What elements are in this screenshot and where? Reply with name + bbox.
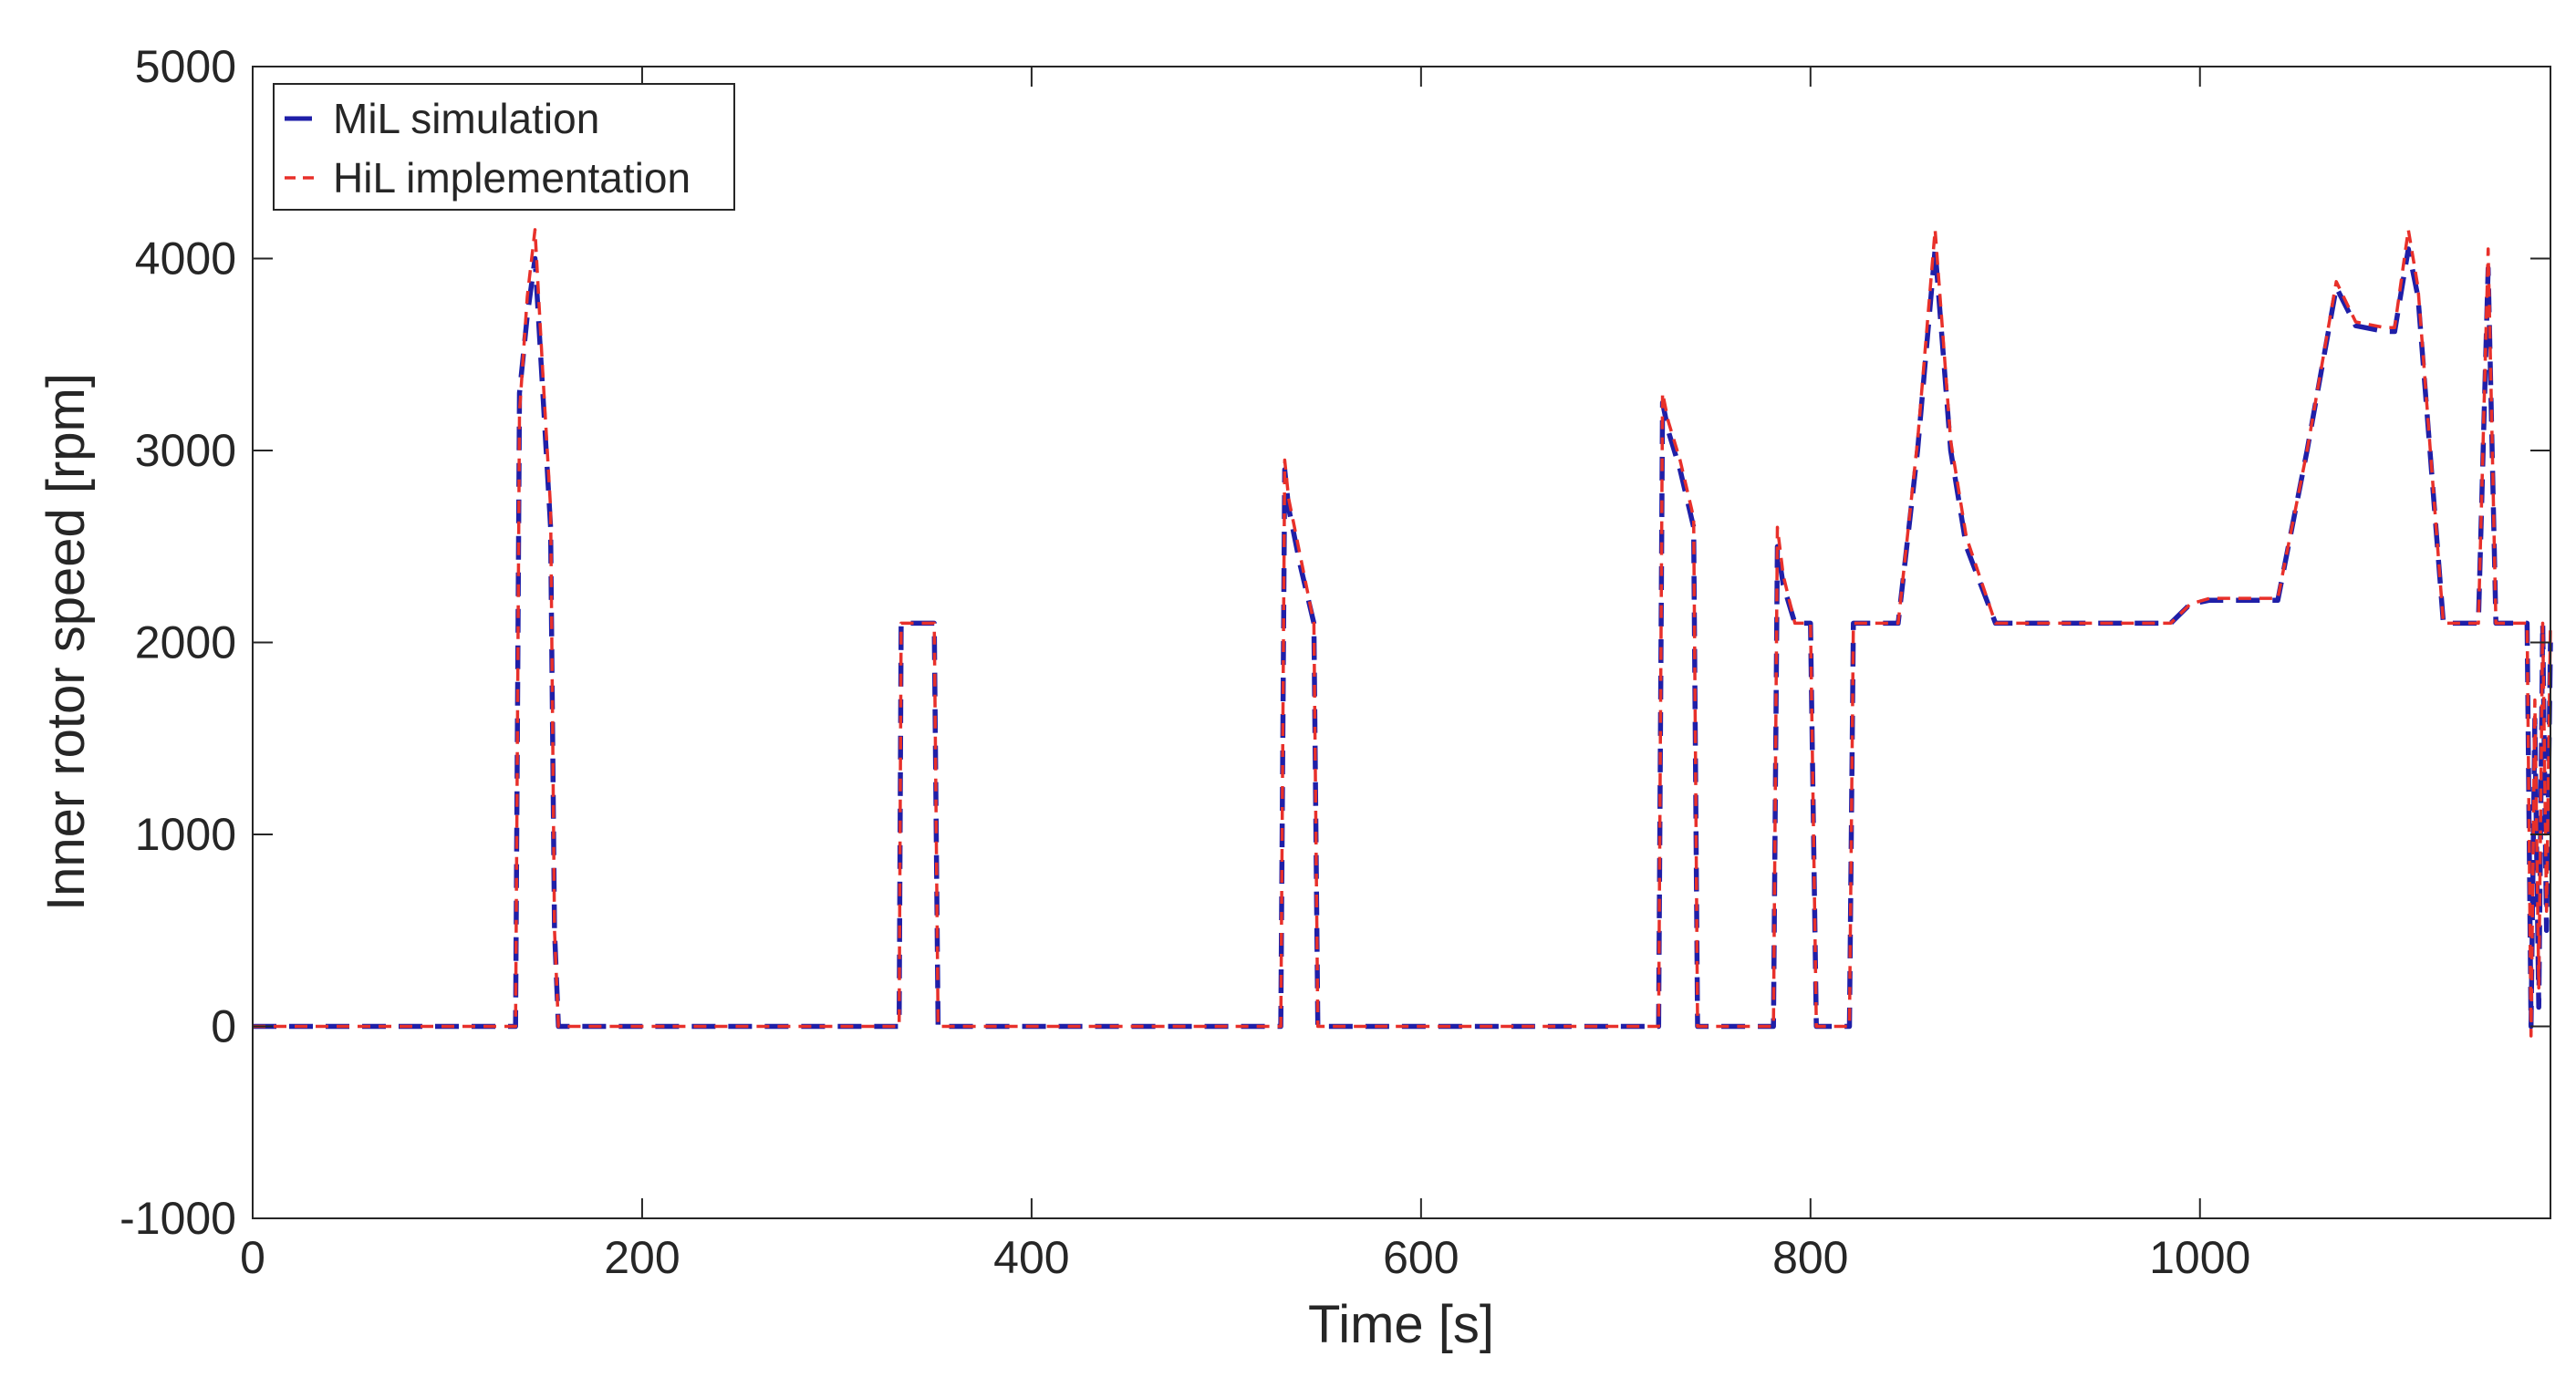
x-axis-ticks: 0 200 400 600 800 1000 — [240, 67, 2250, 1283]
y-tick-label: 4000 — [135, 233, 236, 285]
legend: MiL simulation HiL implementation — [273, 83, 735, 211]
y-tick-label: 3000 — [135, 425, 236, 476]
y-tick-label: 1000 — [135, 809, 236, 860]
plot-lines — [253, 228, 2553, 1038]
y-axis-ticks: -1000 0 1000 2000 3000 4000 5000 — [119, 41, 2550, 1244]
x-tick-label: 400 — [993, 1232, 1069, 1283]
series-line-hil — [253, 228, 2552, 1038]
x-tick-label: 0 — [240, 1232, 265, 1283]
x-axis-label: Time [s] — [1308, 1295, 1494, 1354]
legend-label-mil: MiL simulation — [333, 95, 599, 142]
legend-label-hil: HiL implementation — [333, 154, 691, 202]
y-tick-label: 5000 — [135, 41, 236, 92]
x-tick-label: 600 — [1383, 1232, 1459, 1283]
x-tick-label: 200 — [604, 1232, 680, 1283]
y-tick-label: 2000 — [135, 617, 236, 668]
x-tick-label: 800 — [1772, 1232, 1848, 1283]
y-axis-label: Inner rotor speed [rpm] — [36, 373, 96, 911]
x-tick-label: 1000 — [2149, 1232, 2250, 1283]
y-tick-label: -1000 — [119, 1193, 236, 1244]
y-tick-label: 0 — [211, 1001, 236, 1052]
legend-box — [273, 83, 735, 211]
